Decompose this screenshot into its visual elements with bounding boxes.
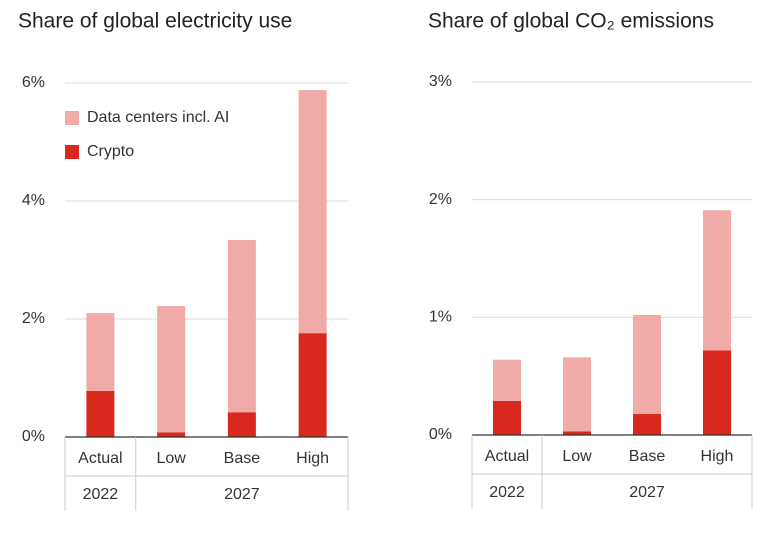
y-tick-label: 4% — [22, 192, 45, 209]
bar-segment — [227, 239, 256, 413]
group-label: 2022 — [83, 486, 119, 503]
bar-segment — [563, 431, 591, 435]
y-tick-label: 2% — [22, 310, 45, 327]
y-tick-label: 3% — [429, 73, 452, 90]
bar-segment — [227, 412, 256, 437]
x-tick-label: High — [701, 448, 734, 465]
bar-segment — [157, 306, 186, 433]
x-tick-label: High — [296, 450, 329, 467]
y-tick-label: 1% — [429, 309, 452, 326]
y-tick-label: 0% — [22, 428, 45, 445]
x-tick-label: Base — [629, 448, 666, 465]
group-label: 2027 — [629, 484, 665, 501]
x-tick-label: Base — [224, 450, 261, 467]
bar-segment — [86, 313, 115, 391]
legend-label: Data centers incl. AI — [87, 109, 229, 126]
chart-title: Share of global CO₂ emissions — [428, 10, 714, 33]
legend-label: Crypto — [87, 143, 134, 160]
bar-segment — [703, 210, 731, 351]
bar-segment — [703, 350, 731, 435]
bar-segment — [493, 359, 521, 401]
y-tick-label: 6% — [22, 74, 45, 91]
y-tick-label: 0% — [429, 426, 452, 443]
x-tick-label: Actual — [78, 450, 122, 467]
bar-segment — [493, 400, 521, 435]
legend-swatch — [65, 111, 79, 125]
y-tick-label: 2% — [429, 191, 452, 208]
bar-segment — [86, 390, 115, 437]
legend-swatch — [65, 145, 79, 159]
chart-title: Share of global electricity use — [18, 10, 292, 33]
bar-segment — [633, 314, 661, 414]
bar-segment — [563, 357, 591, 432]
x-tick-label: Low — [156, 450, 186, 467]
bar-segment — [298, 333, 327, 437]
bar-segment — [633, 413, 661, 435]
group-label: 2027 — [224, 486, 260, 503]
x-tick-label: Low — [562, 448, 592, 465]
bar-segment — [298, 90, 327, 334]
x-tick-label: Actual — [485, 448, 529, 465]
bar-segment — [157, 432, 186, 437]
group-label: 2022 — [489, 484, 525, 501]
